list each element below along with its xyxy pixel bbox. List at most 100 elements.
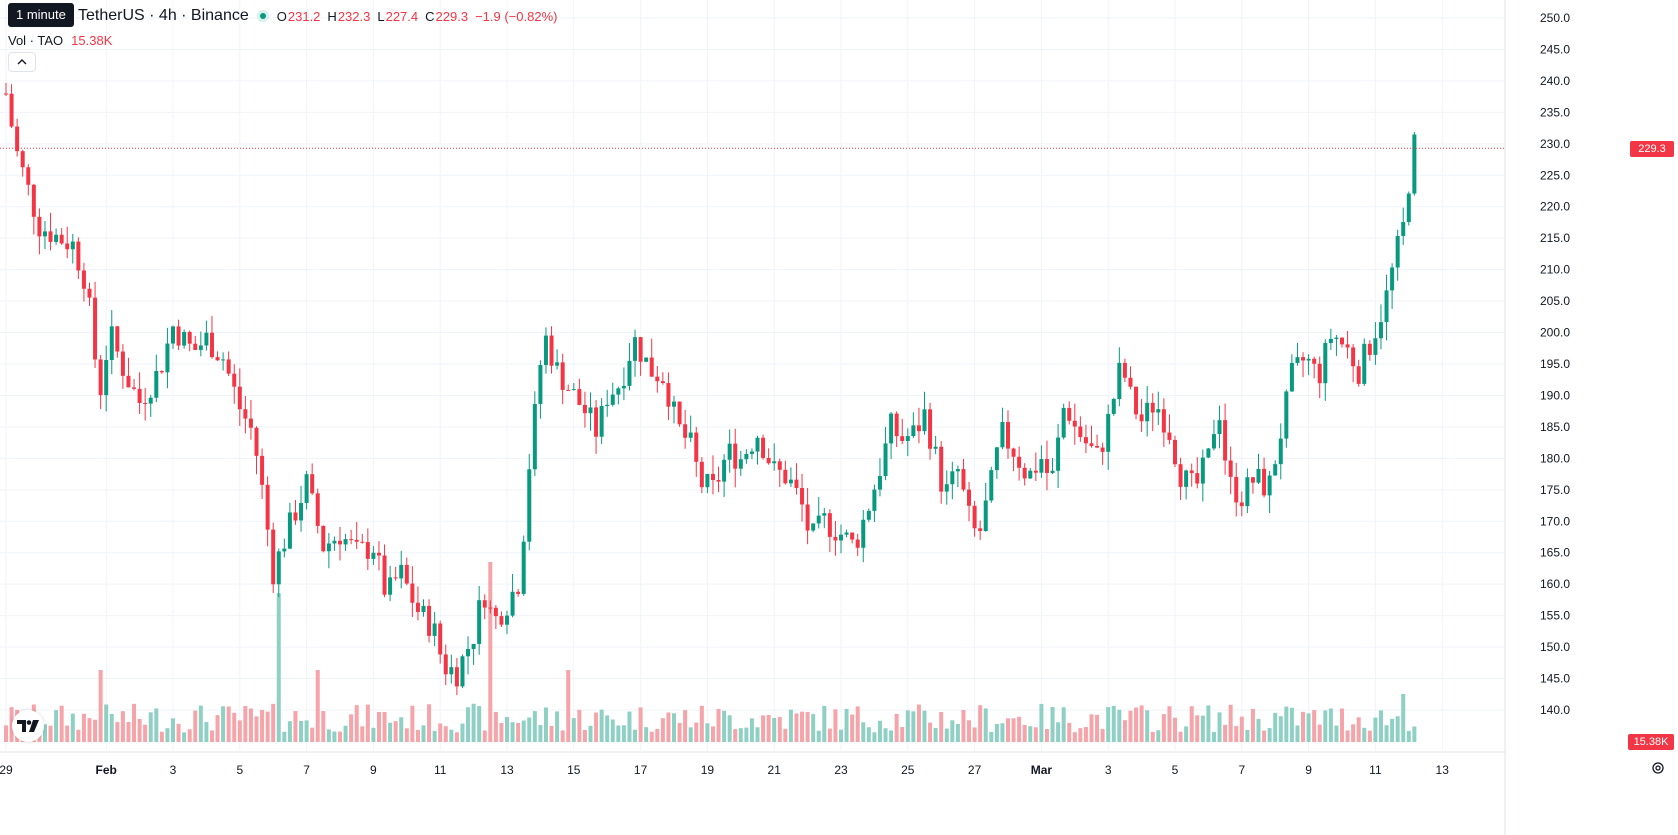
volume-bar — [1139, 705, 1144, 742]
volume-bar — [816, 730, 821, 742]
candle — [872, 484, 877, 523]
candle — [1223, 403, 1228, 475]
candle — [126, 357, 131, 388]
volume-axis-label: 15.38K — [1628, 734, 1674, 750]
volume-bar — [1161, 714, 1166, 742]
x-tick-label: 15 — [567, 763, 581, 777]
candle — [98, 354, 103, 410]
volume-bar — [577, 709, 582, 742]
candle — [31, 183, 36, 235]
candle — [393, 566, 398, 581]
y-tick-label: 250.0 — [1540, 11, 1570, 25]
candle — [1245, 468, 1250, 513]
candle — [493, 605, 498, 629]
volume-bar — [1211, 731, 1216, 742]
symbol-title[interactable]: TetherUS · 4h · Binance — [78, 7, 249, 24]
volume-bar — [54, 710, 59, 742]
volume-bar — [1406, 730, 1411, 742]
open-key: O — [276, 8, 287, 24]
volume-bar — [1351, 724, 1356, 742]
candle — [955, 465, 960, 488]
candle — [800, 473, 805, 522]
x-tick-label: 3 — [170, 763, 177, 777]
candle — [293, 500, 298, 525]
tradingview-logo-icon[interactable] — [12, 710, 44, 742]
volume-bar — [1173, 717, 1177, 742]
volume-bar — [1033, 727, 1038, 742]
candle — [744, 449, 749, 464]
y-tick-label: 220.0 — [1540, 200, 1570, 214]
volume-bar — [1011, 718, 1016, 742]
candle — [338, 526, 342, 561]
candle — [388, 565, 393, 602]
candle — [766, 448, 771, 465]
candle — [349, 529, 354, 545]
x-tick-label: 27 — [968, 763, 982, 777]
candle — [1328, 328, 1333, 350]
candle — [1056, 423, 1061, 489]
candle — [543, 327, 548, 374]
candle — [176, 319, 181, 350]
volume-bar — [137, 718, 142, 742]
collapse-legend-button[interactable] — [8, 52, 36, 72]
candle — [20, 149, 25, 177]
volume-bar — [109, 713, 114, 742]
volume-bar — [4, 725, 8, 742]
volume-bar — [254, 716, 259, 742]
volume-bar — [827, 728, 832, 742]
volume-bar — [916, 704, 921, 742]
volume-bar — [644, 727, 649, 742]
candle — [1278, 423, 1283, 480]
candle — [1412, 132, 1417, 196]
volume-bar — [660, 718, 665, 742]
candle — [978, 520, 983, 540]
candle — [610, 382, 615, 407]
volume-bar — [1289, 707, 1294, 742]
volume-bar — [833, 709, 838, 742]
volume-bar — [761, 715, 766, 742]
volume-bar — [1234, 726, 1239, 742]
volume-bar — [338, 731, 342, 742]
high-value: 232.3 — [337, 8, 371, 24]
volume-bar — [722, 710, 727, 742]
volume-bar — [187, 729, 192, 742]
volume-bar — [349, 714, 354, 742]
volume-bar — [727, 715, 732, 742]
volume-label[interactable]: Vol · TAO — [8, 32, 64, 48]
candle — [182, 329, 187, 349]
candle — [989, 466, 994, 503]
volume-bar — [900, 727, 905, 742]
volume-bar — [371, 727, 376, 742]
gear-icon[interactable] — [1650, 760, 1666, 776]
volume-bar — [978, 705, 983, 742]
candle — [1100, 442, 1105, 465]
candle — [694, 426, 699, 477]
volume-bar — [182, 732, 187, 742]
candle — [727, 429, 732, 473]
candle — [911, 412, 916, 438]
candle — [37, 208, 42, 255]
candle — [148, 394, 153, 417]
candle — [1017, 446, 1022, 481]
volume-bar — [265, 711, 270, 742]
candle — [1044, 440, 1049, 491]
volume-bar — [1200, 715, 1205, 742]
candle — [532, 391, 537, 477]
open-value: 231.2 — [287, 8, 321, 24]
volume-bar — [76, 729, 81, 742]
volume-bar — [360, 726, 365, 742]
volume-bar — [132, 703, 137, 742]
candle — [332, 536, 337, 551]
candle — [638, 336, 643, 376]
volume-bar — [555, 711, 560, 742]
candle — [299, 485, 304, 532]
candle — [1184, 469, 1189, 500]
volume-bar — [466, 707, 471, 742]
volume-bar — [1083, 727, 1088, 742]
volume-bar — [221, 706, 226, 742]
candle — [187, 330, 192, 352]
candle — [1117, 347, 1122, 407]
candle — [1267, 470, 1272, 514]
candle — [755, 435, 760, 465]
